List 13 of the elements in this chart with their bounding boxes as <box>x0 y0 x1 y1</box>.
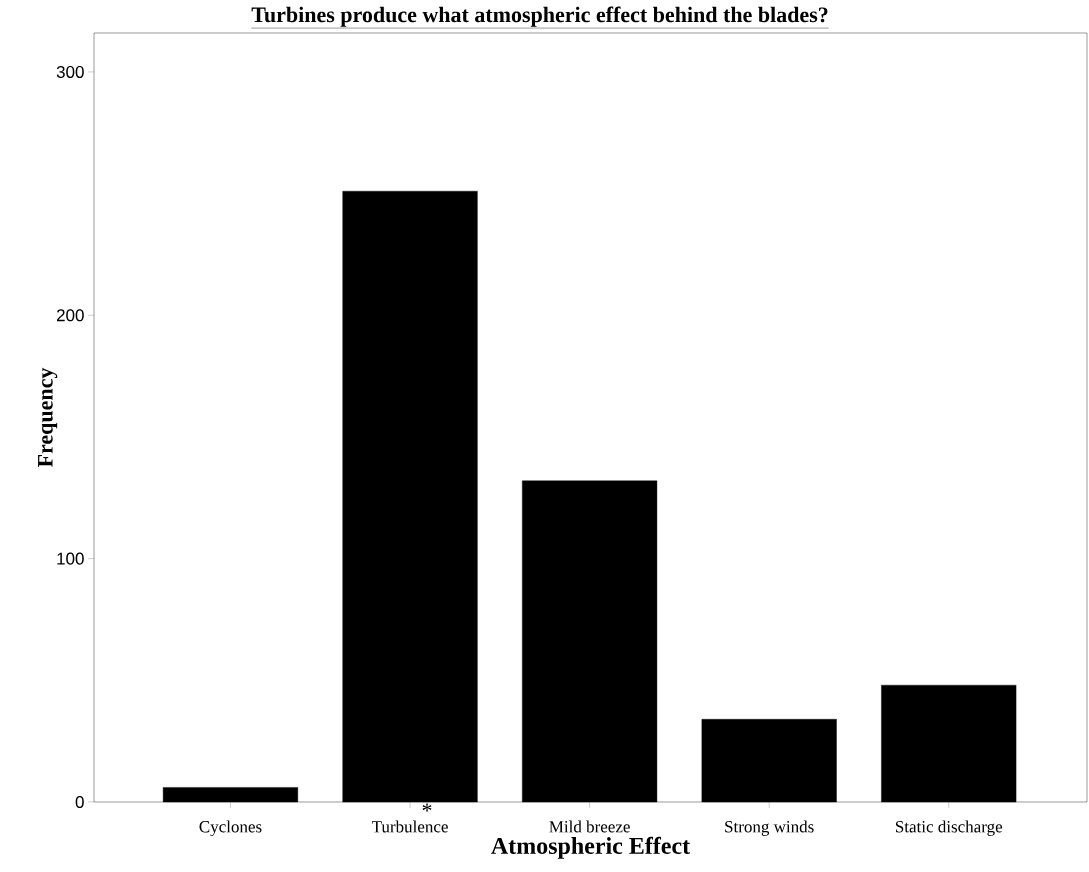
x-tick-label: Static discharge <box>895 820 1003 836</box>
x-tick-label: Turbulence <box>371 820 448 833</box>
x-tick-label: Mild breeze <box>549 820 630 833</box>
chart-title: Turbines produce what atmospheric effect behind the blades? <box>251 6 828 27</box>
y-tick-label: 200 <box>56 309 84 322</box>
text: * <box>422 803 432 812</box>
x-axis-title: Atmospheric Effect <box>491 836 691 859</box>
x-tick-label: Strong winds <box>725 820 814 836</box>
y-tick-label: 100 <box>57 552 84 565</box>
y-tick-label: 0 <box>75 795 84 809</box>
x-tick-label: Cyclones <box>199 820 262 836</box>
y-axis-title: Frequency <box>38 367 58 468</box>
y-tick-label: 300 <box>56 65 84 78</box>
